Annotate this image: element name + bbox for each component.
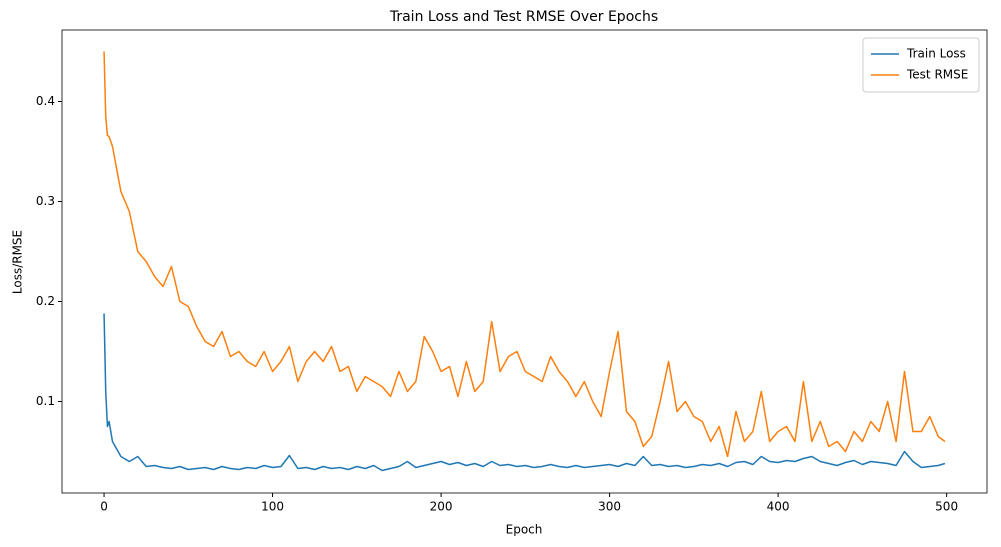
chart-title: Train Loss and Test RMSE Over Epochs [389, 9, 658, 25]
y-axis-label: Loss/RMSE [11, 230, 25, 294]
x-tick-label: 500 [935, 500, 958, 514]
y-tick-label: 0.3 [36, 194, 55, 208]
line-series [103, 51, 946, 458]
legend-box [862, 37, 980, 93]
y-tick-label: 0.1 [36, 394, 55, 408]
line-series [103, 313, 946, 472]
x-tick-label: 100 [261, 500, 284, 514]
axes-frame [61, 29, 988, 494]
y-tick-label: 0.4 [36, 94, 55, 108]
x-tick-label: 400 [767, 500, 790, 514]
x-tick-label: 200 [430, 500, 453, 514]
x-tick-label: 0 [100, 500, 108, 514]
legend-label: Test RMSE [906, 68, 968, 82]
x-tick-label: 300 [598, 500, 621, 514]
x-axis-label: Epoch [506, 523, 543, 537]
y-tick-label: 0.2 [36, 294, 55, 308]
legend-label: Train Loss [906, 47, 966, 61]
